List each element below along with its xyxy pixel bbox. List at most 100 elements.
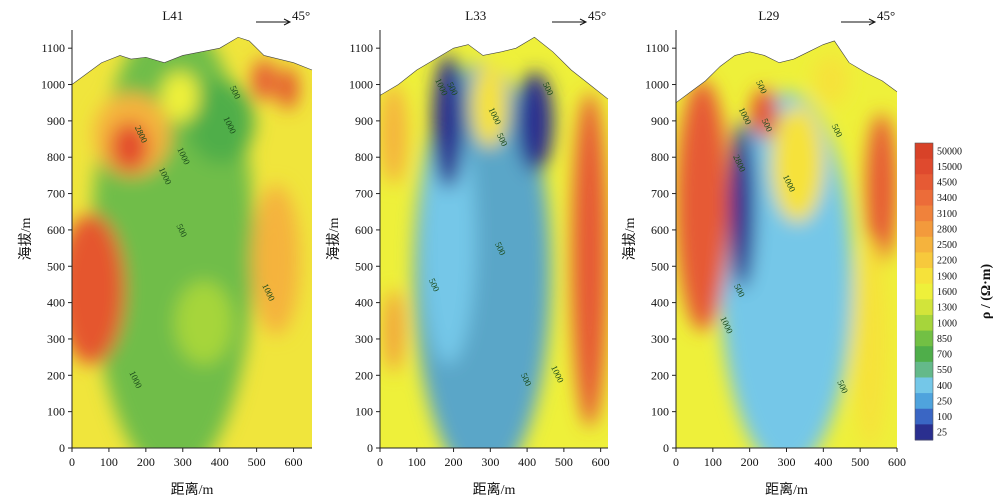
x-tick-label: 500 [248,455,266,469]
x-tick-label: 300 [174,455,192,469]
y-tick-label: 300 [355,332,373,346]
x-tick-label: 400 [518,455,536,469]
y-axis-title: 海拔/m [622,218,638,261]
x-tick-label: 100 [100,455,118,469]
y-tick-label: 900 [651,114,669,128]
legend-tick-label: 1300 [937,303,957,314]
legend-tick-label: 100 [937,412,952,423]
y-tick-label: 600 [47,223,65,237]
x-tick-label: 300 [481,455,499,469]
legend-tick-label: 1000 [937,318,957,329]
x-tick-label: 200 [741,455,759,469]
resistivity-field [380,37,608,449]
x-tick-label: 0 [377,455,383,469]
y-tick-label: 1100 [349,41,373,55]
y-tick-label: 200 [651,368,669,382]
legend-swatch [915,377,933,394]
x-axis-title: 距离/m [765,481,808,498]
direction-label: 45° [877,8,895,23]
legend-tick-label: 2500 [937,240,957,251]
y-tick-label: 100 [651,405,669,419]
legend-tick-label: 1600 [937,287,957,298]
y-tick-label: 700 [47,187,65,201]
panel-title: L33 [465,8,486,23]
x-tick-label: 100 [408,455,426,469]
legend-tick-label: 2800 [937,224,957,235]
y-tick-label: 1000 [349,78,373,92]
y-tick-label: 900 [355,114,373,128]
y-tick-label: 700 [651,187,669,201]
direction-arrow-icon [841,18,877,26]
legend-tick-label: 550 [937,365,952,376]
y-tick-label: 900 [47,114,65,128]
legend-swatch [915,346,933,363]
legend-tick-label: 3100 [937,209,957,220]
legend-tick-label: 15000 [937,162,962,173]
legend-swatch [915,283,933,300]
legend-tick-label: 400 [937,381,952,392]
direction-label: 45° [292,8,310,23]
x-tick-label: 500 [851,455,869,469]
y-tick-label: 200 [47,368,65,382]
y-tick-label: 800 [355,150,373,164]
x-tick-label: 300 [778,455,796,469]
x-tick-label: 200 [137,455,155,469]
y-tick-label: 1000 [645,78,669,92]
y-tick-label: 300 [47,332,65,346]
y-tick-label: 600 [355,223,373,237]
legend-swatch [915,236,933,253]
terrain-surface-line [379,36,609,100]
section-panel-l29: 0 100 200 300 400 500 600 700 800 900 1000 1100 0 100… [622,8,906,498]
legend-swatch [915,299,933,316]
legend-tick-label: 250 [937,396,952,407]
legend-swatch [915,205,933,222]
section-panel-l33: 0 100 200 300 400 500 600 700 800 900 1000 1100 0 100… [326,8,610,498]
legend-tick-label: 700 [937,350,952,361]
y-tick-label: 700 [355,187,373,201]
y-tick-label: 600 [651,223,669,237]
legend-tick-label: 2200 [937,256,957,267]
legend-swatch [915,174,933,191]
y-tick-label: 500 [651,259,669,273]
x-tick-label: 0 [69,455,75,469]
resistivity-field [72,37,312,449]
legend-tick-label: 850 [937,334,952,345]
panel-title: L41 [162,8,183,23]
legend-tick-label: 3400 [937,193,957,204]
direction-arrow-icon [256,18,292,26]
x-tick-label: 400 [211,455,229,469]
y-tick-label: 400 [47,296,65,310]
y-tick-label: 800 [47,150,65,164]
direction-label: 45° [588,8,606,23]
x-tick-label: 500 [555,455,573,469]
x-tick-label: 600 [888,455,906,469]
y-tick-label: 0 [663,441,669,455]
y-tick-label: 800 [651,150,669,164]
legend-tick-label: 4500 [937,178,957,189]
legend-swatch [915,252,933,269]
y-tick-label: 100 [47,405,65,419]
legend-tick-label: 50000 [937,146,962,157]
legend-swatch [915,408,933,425]
x-axis-title: 距离/m [473,481,516,498]
legend-tick-label: 1900 [937,271,957,282]
y-tick-label: 200 [355,368,373,382]
x-tick-label: 600 [592,455,610,469]
y-tick-label: 500 [355,259,373,273]
legend-swatch [915,268,933,285]
legend-swatch [915,158,933,175]
y-tick-label: 500 [47,259,65,273]
section-panel-l41: 0 100 200 300 400 500 600 700 800 900 1000 1100 0 100… [18,8,313,498]
direction-arrow-icon [552,18,588,26]
legend-frame [914,142,934,441]
y-tick-label: 300 [651,332,669,346]
legend-swatch [915,221,933,238]
y-tick-label: 1100 [41,41,65,55]
legend-swatch [915,189,933,207]
legend-swatch [915,330,933,347]
resistivity-field [676,40,897,448]
y-tick-label: 400 [651,296,669,310]
terrain-surface-line [71,36,313,85]
x-tick-label: 200 [445,455,463,469]
